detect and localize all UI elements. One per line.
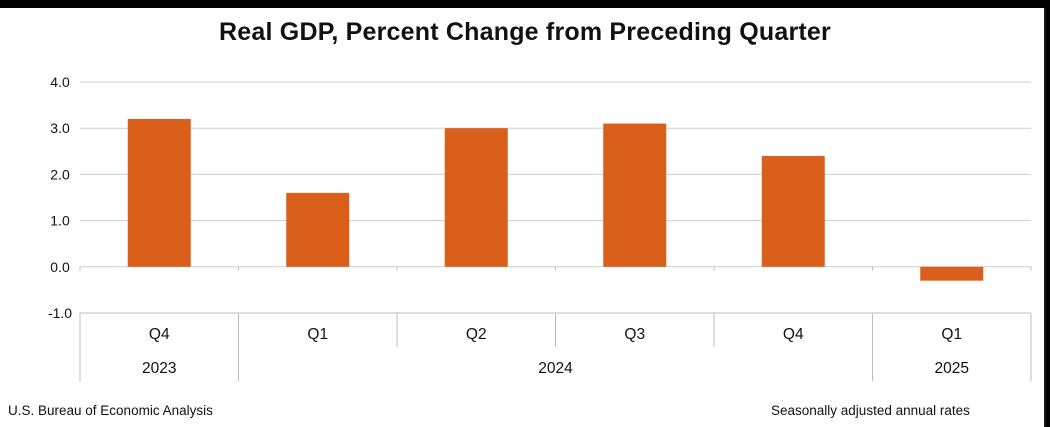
- y-tick-label: -1.0: [48, 305, 72, 321]
- y-tick-label: 0.0: [50, 259, 70, 275]
- bar: [603, 123, 667, 267]
- bar: [286, 192, 350, 267]
- bar: [444, 128, 508, 267]
- year-label: 2023: [142, 360, 176, 377]
- y-tick-label: 4.0: [50, 74, 70, 90]
- y-tick-label: 2.0: [50, 166, 70, 182]
- y-tick-label: 3.0: [50, 120, 70, 136]
- quarter-label: Q3: [624, 326, 645, 343]
- source-note: U.S. Bureau of Economic Analysis: [8, 403, 213, 418]
- year-label: 2024: [538, 360, 573, 377]
- quarter-label: Q1: [307, 326, 328, 343]
- rate-note: Seasonally adjusted annual rates: [771, 403, 970, 418]
- bar: [127, 118, 191, 267]
- y-tick-label: 1.0: [50, 213, 70, 229]
- chart-title: Real GDP, Percent Change from Preceding …: [219, 18, 831, 46]
- quarter-label: Q4: [783, 326, 804, 343]
- quarter-label: Q1: [941, 326, 962, 343]
- year-label: 2025: [935, 360, 969, 377]
- bar: [761, 155, 825, 267]
- quarter-label: Q2: [466, 326, 487, 343]
- quarter-label: Q4: [149, 326, 170, 343]
- bar: [920, 266, 984, 281]
